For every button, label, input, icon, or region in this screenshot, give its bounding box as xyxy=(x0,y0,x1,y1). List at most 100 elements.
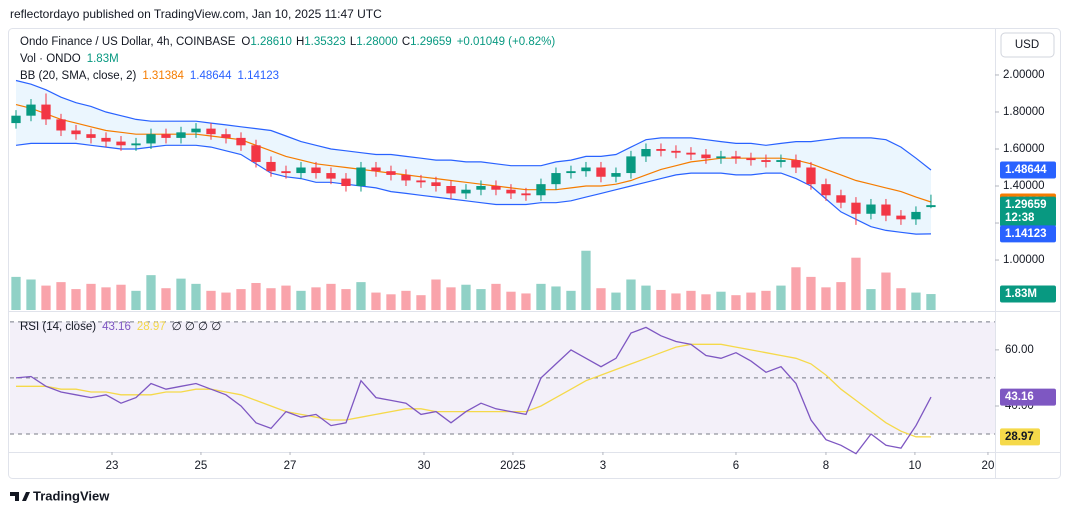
candle-body xyxy=(566,171,576,174)
candle-body xyxy=(356,167,366,187)
volume-bar xyxy=(671,293,681,310)
rsi-band-bg xyxy=(10,321,995,435)
bb-upper-tag: 1.48644 xyxy=(1005,164,1047,176)
volume-bar xyxy=(896,288,906,310)
volume-bar xyxy=(731,295,741,310)
candle-body xyxy=(806,167,816,185)
y-tick-label: 2.00000 xyxy=(1003,69,1045,81)
volume-bar xyxy=(866,289,876,310)
candle-body xyxy=(686,152,696,155)
volume-bar xyxy=(836,282,846,310)
candle-body xyxy=(761,160,771,162)
volume-bar xyxy=(116,284,126,310)
candle-body xyxy=(86,134,96,138)
candle-body xyxy=(671,150,681,153)
currency-label[interactable]: USD xyxy=(1015,39,1039,51)
volume-bar xyxy=(656,289,666,310)
bb-name: BB (20, SMA, close, 2) xyxy=(20,70,136,82)
candle-body xyxy=(56,119,66,131)
candle-body xyxy=(911,211,921,220)
volume-name: Vol · ONDO xyxy=(20,53,81,65)
candle-body xyxy=(791,160,801,168)
volume-bar xyxy=(56,282,66,310)
bb-fill xyxy=(16,80,931,235)
volume-bar xyxy=(401,290,411,310)
publish-header: reflectordayo published on TradingView.c… xyxy=(10,7,382,21)
candle-body xyxy=(71,130,81,135)
price-tags: 1.486441.313841.2965912:381.141231.83M43… xyxy=(1000,161,1056,446)
tradingview-logo: TradingView xyxy=(10,488,110,503)
candle-body xyxy=(701,154,711,159)
candle-body xyxy=(41,104,51,120)
volume-bar xyxy=(11,276,21,310)
volume-bar xyxy=(776,285,786,310)
candle-body xyxy=(836,195,846,203)
bb-basis-value: 1.31384 xyxy=(142,70,184,82)
volume-bar xyxy=(176,278,186,310)
volume-bar xyxy=(881,272,891,310)
candle-body xyxy=(146,134,156,144)
bb-lower-value: 1.14123 xyxy=(237,70,279,82)
volume-bar xyxy=(761,290,771,310)
volume-bar xyxy=(221,292,231,310)
volume-bar xyxy=(641,285,651,310)
candle-body xyxy=(596,167,606,177)
volume-bar xyxy=(596,288,606,310)
x-tick-label: 2025 xyxy=(500,460,526,472)
candle-body xyxy=(446,186,456,194)
bb-upper-value: 1.48644 xyxy=(190,70,232,82)
candle-body xyxy=(311,167,321,174)
volume-bar xyxy=(521,293,531,310)
volume-bar xyxy=(71,289,81,310)
volume-bar xyxy=(266,288,276,310)
candle-body xyxy=(11,115,21,124)
bb-upper-tag-bg xyxy=(1000,161,1056,179)
rsi-ma-tag-bg xyxy=(1000,428,1040,446)
candle-body xyxy=(236,137,246,146)
currency-button[interactable] xyxy=(1000,32,1055,58)
x-tick-label: 25 xyxy=(195,460,208,472)
volume-bar xyxy=(851,257,861,310)
volume-bar xyxy=(791,267,801,310)
symbol: Ondo Finance / US Dollar, 4h, COINBASE xyxy=(20,36,236,48)
bb-upper-line xyxy=(15,79,932,171)
volume-bar xyxy=(431,279,441,310)
volume-bar xyxy=(506,291,516,310)
last-price-tag: 1.29659 xyxy=(1005,199,1047,211)
volume-bar xyxy=(41,285,51,310)
candle-body xyxy=(536,184,546,196)
volume-tag-bg xyxy=(1000,285,1056,303)
candle-body xyxy=(296,167,306,174)
candle-body xyxy=(26,104,36,116)
candle-body xyxy=(386,171,396,175)
volume-bar xyxy=(236,289,246,310)
x-tick-label: 27 xyxy=(284,460,297,472)
candle-body xyxy=(281,171,291,174)
candle-body xyxy=(326,173,336,179)
volume-bar xyxy=(686,290,696,310)
candle-body xyxy=(551,173,561,185)
candle-body xyxy=(416,180,426,183)
candle-body xyxy=(176,132,186,138)
x-tick-label: 6 xyxy=(733,460,739,472)
volume-value: 1.83M xyxy=(87,53,119,65)
candle-body xyxy=(161,134,171,138)
volume-bar xyxy=(536,283,546,310)
volume-bar xyxy=(101,287,111,310)
volume-bar xyxy=(386,294,396,310)
candle-body xyxy=(401,174,411,181)
candle-body xyxy=(716,156,726,159)
footer-brand: TradingView xyxy=(33,488,110,503)
l-label: L xyxy=(350,36,357,48)
volume-bar xyxy=(251,282,261,310)
volume-bar xyxy=(26,279,36,310)
candle-body xyxy=(116,141,126,146)
last-price-tag-bg xyxy=(1000,196,1056,227)
volume-bar xyxy=(581,250,591,310)
x-tick-label: 20 xyxy=(982,460,995,472)
rsi-ma-value: 28.97 xyxy=(137,321,166,333)
candle-body xyxy=(206,128,216,135)
volume-bar xyxy=(806,276,816,310)
